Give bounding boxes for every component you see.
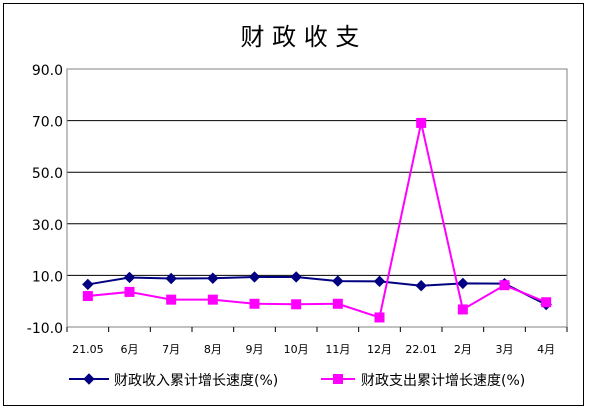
x-tick-label: 7月	[162, 343, 180, 356]
x-tick-label: 8月	[204, 343, 222, 356]
data-point-expenditure	[374, 312, 385, 323]
y-tick-label: 90.0	[32, 63, 63, 79]
y-tick-label: -10.0	[27, 321, 63, 337]
x-tick-label: 12月	[367, 343, 392, 356]
data-point-revenue	[207, 272, 219, 284]
data-point-expenditure	[541, 297, 552, 308]
legend-item-revenue-label: 财政收入累计增长速度(%)	[114, 373, 278, 389]
data-point-revenue	[290, 271, 302, 283]
y-tick-label: 50.0	[32, 166, 63, 182]
data-point-revenue	[123, 271, 136, 284]
x-tick-label: 2月	[454, 343, 472, 356]
x-tick-label: 11月	[325, 343, 350, 356]
x-tick-label: 9月	[246, 343, 264, 356]
x-tick-label: 6月	[121, 343, 139, 356]
data-point-revenue	[332, 275, 344, 287]
legend-item-revenue-marker	[83, 373, 95, 385]
data-point-expenditure	[499, 280, 510, 291]
data-point-revenue	[457, 277, 469, 290]
x-tick-label: 10月	[284, 343, 309, 356]
data-point-revenue	[373, 275, 386, 288]
data-point-expenditure	[457, 304, 468, 315]
data-point-expenditure	[82, 291, 93, 302]
chart-title: 财 政 收 支	[241, 23, 360, 51]
x-tick-label: 22.01	[405, 343, 437, 356]
data-point-expenditure	[249, 298, 260, 309]
y-tick-label: 10.0	[32, 269, 63, 285]
x-tick-label: 21.05	[72, 343, 104, 356]
data-point-expenditure	[332, 298, 343, 309]
data-point-expenditure	[124, 286, 135, 297]
x-tick-label: 3月	[496, 343, 514, 356]
plot-border	[66, 68, 568, 328]
plot-area: -10.0 10.0 30.0 50.0 70.0 90.0 21.05 6月 7月 8月 9月 10…	[27, 63, 568, 356]
legend-item-expenditure-label: 财政支出累计增长速度(%)	[361, 373, 525, 389]
data-point-revenue	[165, 272, 177, 285]
chart-frame	[3, 3, 584, 406]
data-point-expenditure	[207, 294, 218, 305]
legend-item-expenditure-marker	[333, 374, 343, 384]
y-tick-label: 70.0	[32, 115, 63, 131]
legend: 财政收入累计增长速度(%) 财政支出累计增长速度(%)	[69, 373, 525, 389]
series-line-expenditure	[87, 122, 547, 319]
data-point-revenue	[415, 280, 427, 292]
y-tick-label: 30.0	[32, 218, 63, 234]
x-tick-label: 4月	[537, 343, 555, 356]
data-point-expenditure	[291, 299, 302, 310]
data-point-expenditure	[416, 117, 427, 128]
series-line-revenue	[87, 275, 547, 306]
data-point-revenue	[82, 278, 94, 291]
data-point-expenditure	[166, 294, 177, 305]
data-point-revenue	[248, 271, 261, 283]
